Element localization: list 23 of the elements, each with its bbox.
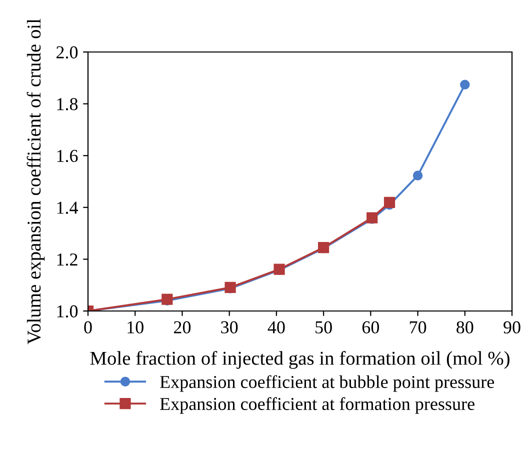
y-tick-label: 1.2	[57, 254, 78, 266]
x-tick-label: 30	[221, 321, 238, 334]
x-tick-label: 40	[268, 321, 285, 334]
legend-label: Expansion coefficient at formation pressure	[160, 397, 474, 414]
legend-label: Expansion coefficient at bubble point pressure	[160, 375, 494, 392]
y-tick-label: 1.0	[57, 305, 78, 318]
x-axis-title: Mole fraction of injected gas in formation oil (mol %)	[90, 350, 510, 369]
x-tick-label: 90	[504, 321, 520, 334]
y-tick-label: 2.0	[56, 46, 78, 59]
y-axis-title: Volume expansion coefficient of crude oil	[26, 18, 45, 344]
x-tick-label: 70	[410, 321, 426, 334]
point	[460, 80, 470, 90]
y-tick-label: 1.6	[57, 150, 78, 162]
y-tick-label: 1.4	[57, 202, 78, 214]
x-tick-label: 10	[128, 321, 144, 334]
y-tick-label: 1.8	[57, 98, 78, 110]
x-tick-label: 50	[316, 321, 332, 334]
x-tick-label: 80	[456, 321, 474, 334]
x-tick-label: 0	[84, 321, 92, 334]
x-tick-label: 60	[362, 321, 380, 334]
point	[412, 170, 423, 180]
point	[384, 196, 396, 208]
x-tick-label: 20	[174, 321, 191, 334]
